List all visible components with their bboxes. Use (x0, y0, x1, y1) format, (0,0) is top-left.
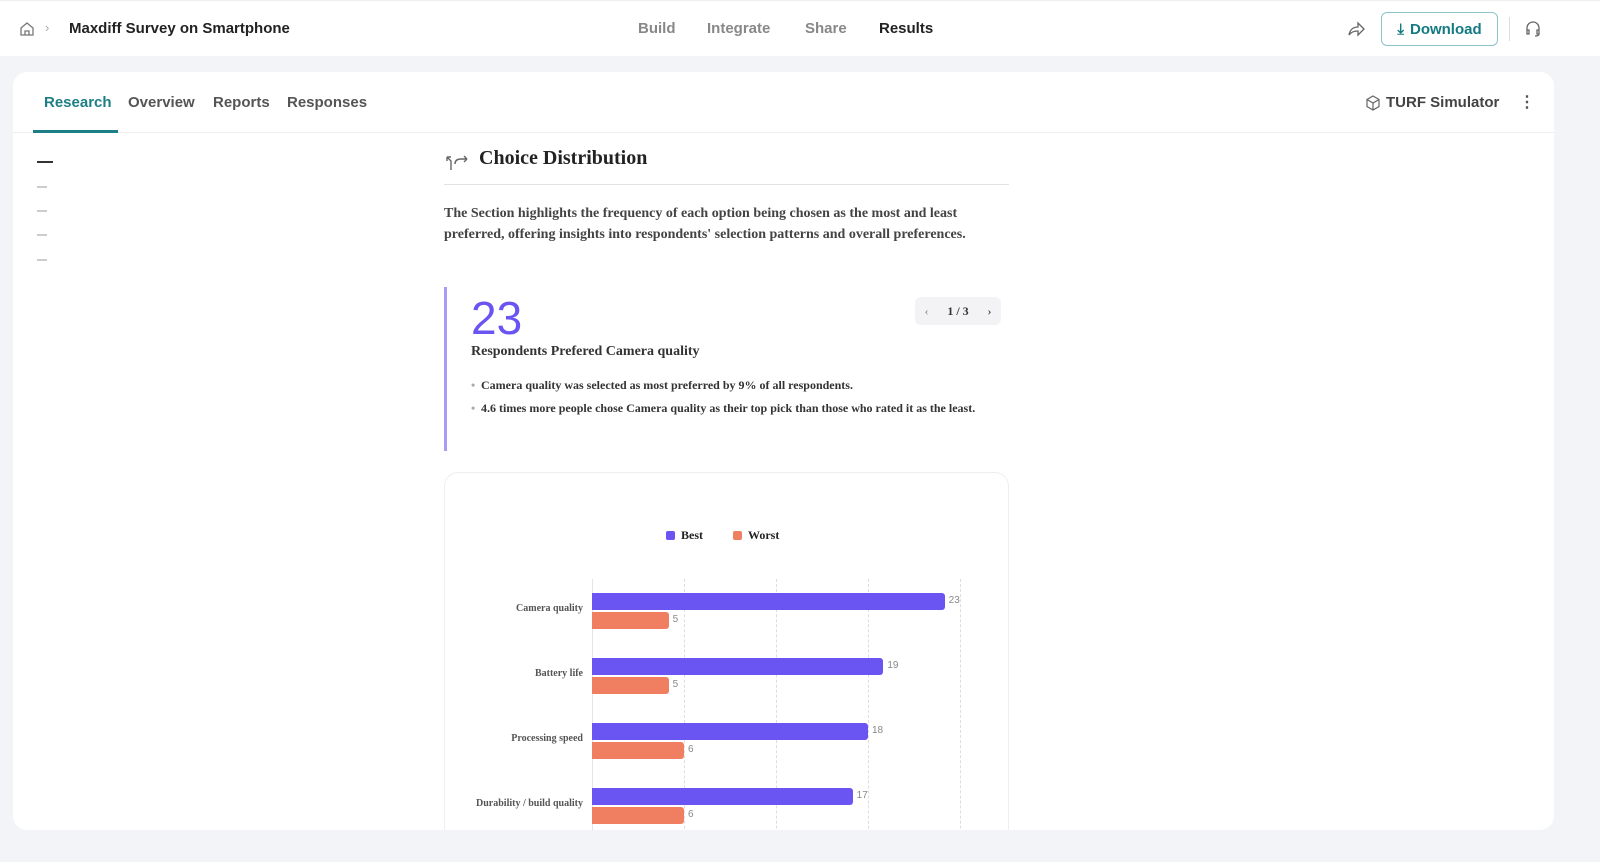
value-label: 18 (872, 725, 884, 736)
home-icon[interactable] (19, 21, 35, 37)
value-label: 5 (672, 679, 679, 690)
category-label: Durability / build quality (476, 798, 583, 809)
nav-integrate[interactable]: Integrate (707, 20, 771, 37)
nav-share[interactable]: Share (805, 20, 847, 37)
divider (1509, 17, 1510, 41)
insight-bullet: 4.6 times more people chose Camera quali… (471, 400, 1001, 417)
download-icon: ⤓ (1397, 20, 1404, 38)
nav-build[interactable]: Build (638, 20, 676, 37)
divider (444, 184, 1009, 185)
category-label: Processing speed (511, 733, 583, 744)
active-tab-indicator (33, 130, 118, 133)
gridline (592, 579, 593, 830)
more-options-icon[interactable]: ⋮ (1519, 94, 1535, 111)
toc-marker-active[interactable] (37, 161, 53, 163)
turf-simulator-button[interactable]: TURF Simulator (1365, 94, 1499, 111)
value-label: 5 (672, 614, 679, 625)
arrows-split-icon (446, 155, 468, 170)
value-label: 6 (688, 809, 694, 820)
category-label: Battery life (534, 668, 583, 679)
bar-worst (592, 807, 684, 824)
bar-worst (592, 742, 684, 759)
value-label: 19 (887, 660, 899, 671)
tab-research[interactable]: Research (44, 94, 112, 111)
tab-responses[interactable]: Responses (287, 94, 368, 111)
download-label: Download (1409, 20, 1482, 38)
bar-worst (592, 612, 669, 629)
gridline (776, 579, 777, 830)
insight-panel: 23 ‹ 1 / 3 › Respondents Prefered Camera… (444, 287, 1009, 451)
toc-marker[interactable] (37, 259, 47, 261)
legend-swatch (733, 531, 742, 540)
download-button[interactable]: ⤓ Download (1381, 12, 1498, 46)
top-bar: › Maxdiff Survey on Smartphone Build Int… (0, 0, 1600, 56)
survey-title: Maxdiff Survey on Smartphone (69, 20, 290, 37)
nav-results[interactable]: Results (879, 20, 934, 37)
section-title: Choice Distribution (479, 147, 648, 169)
toc-marker[interactable] (37, 210, 47, 212)
value-label: 23 (948, 595, 960, 606)
share-icon[interactable] (1346, 19, 1366, 39)
tab-reports[interactable]: Reports (213, 94, 270, 111)
gridline (960, 579, 961, 830)
pager-label: 1 / 3 (947, 303, 969, 318)
plot-area: Camera quality 23 5 Battery life 19 5 Processi… (445, 473, 1008, 830)
tab-overview[interactable]: Overview (128, 94, 195, 111)
bar-best (592, 788, 853, 805)
legend-best[interactable]: Best (666, 528, 703, 543)
gridline (684, 579, 685, 830)
legend-worst[interactable]: Worst (733, 528, 779, 543)
bar-best (592, 593, 945, 610)
category-label: Camera quality (516, 603, 583, 614)
next-icon[interactable]: › (987, 303, 992, 318)
chevron-right-icon: › (45, 20, 50, 35)
choice-distribution-chart: Best Worst Camera quality 23 5 Battery life… (444, 472, 1009, 830)
toc-marker[interactable] (37, 234, 47, 236)
tab-bar: Research Overview Reports Responses TURF… (13, 72, 1554, 133)
prev-icon[interactable]: ‹ (924, 303, 929, 318)
value-label: 17 (856, 790, 868, 801)
bar-best (592, 658, 884, 675)
legend-label: Worst (748, 528, 780, 542)
bar-best (592, 723, 868, 740)
headset-icon[interactable] (1524, 20, 1542, 38)
cube-icon (1366, 94, 1380, 111)
results-card: Research Overview Reports Responses TURF… (13, 72, 1554, 830)
legend-label: Best (681, 528, 703, 542)
insight-pager: ‹ 1 / 3 › (915, 297, 1001, 325)
gridline (868, 579, 869, 830)
section-description: The Section highlights the frequency of … (444, 206, 966, 242)
turf-label: TURF Simulator (1386, 94, 1500, 111)
insight-subtitle: Respondents Prefered Camera quality (471, 344, 700, 359)
insight-number: 23 (471, 292, 523, 344)
toc-marker[interactable] (37, 186, 47, 188)
bar-worst (592, 677, 669, 694)
value-label: 6 (688, 744, 694, 755)
insight-bullet: Camera quality was selected as most pref… (471, 377, 1001, 394)
legend-swatch (666, 531, 675, 540)
